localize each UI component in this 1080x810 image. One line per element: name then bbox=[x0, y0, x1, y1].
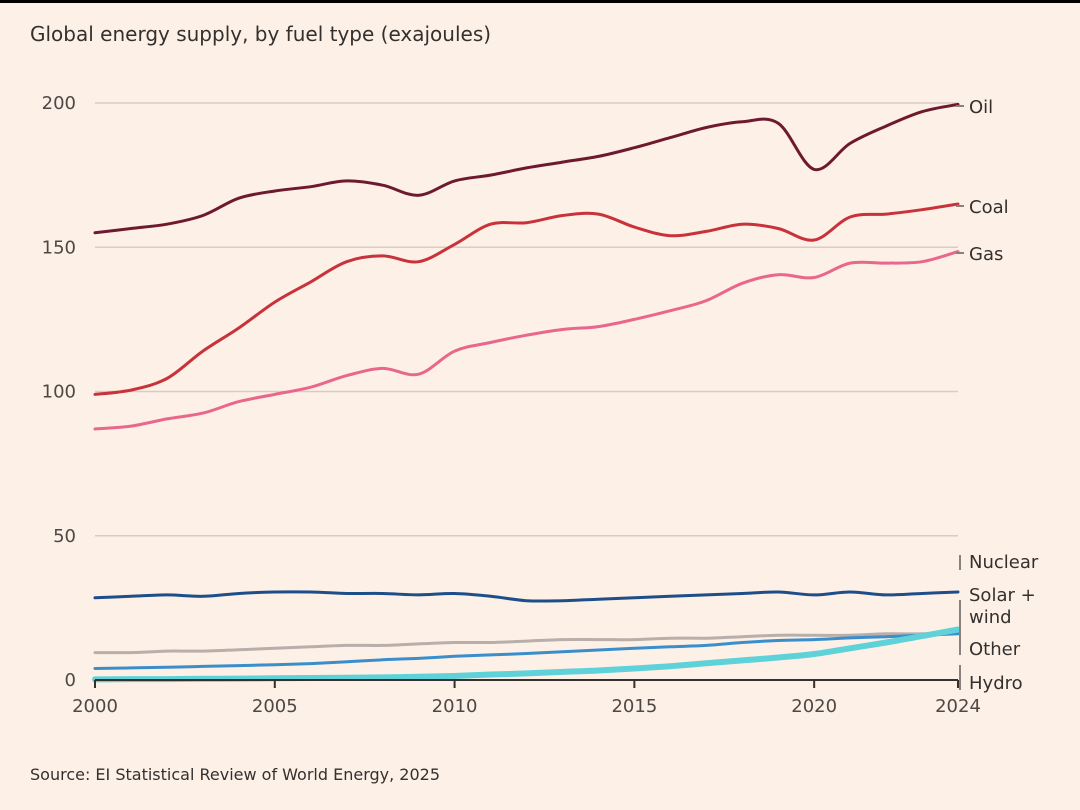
series-label-coal: Coal bbox=[969, 197, 1009, 218]
y-tick-label-100: 100 bbox=[42, 382, 76, 403]
series-label-nuclear: Nuclear bbox=[969, 552, 1039, 573]
top-rule bbox=[0, 0, 1080, 3]
series-label-other: Other bbox=[969, 639, 1021, 660]
x-tick-label-2010: 2010 bbox=[432, 696, 478, 717]
series-line-gas bbox=[93, 250, 960, 431]
series-label-solar-wind: Solar + wind bbox=[969, 585, 1036, 628]
chart-source: Source: EI Statistical Review of World E… bbox=[30, 765, 441, 784]
series-label-oil-line: Oil bbox=[969, 97, 993, 118]
series-lines bbox=[92, 102, 961, 683]
x-tick-label-2000: 2000 bbox=[72, 696, 118, 717]
x-tick-label-2005: 2005 bbox=[252, 696, 298, 717]
series-line-oil bbox=[93, 102, 960, 235]
series-label-hydro: Hydro bbox=[969, 673, 1023, 694]
x-tick-label-2024: 2024 bbox=[935, 696, 981, 717]
series-labels: Oil Coal Gas Nuclear Other Hydro Solar + wind bbox=[956, 97, 1039, 694]
series-label-gas: Gas bbox=[969, 244, 1003, 265]
x-tick-label-2020: 2020 bbox=[791, 696, 837, 717]
series-line-hydro bbox=[93, 632, 960, 670]
series-label-gas-line: Gas bbox=[969, 244, 1003, 265]
x-axis: 2000 2005 2010 2015 2020 2024 bbox=[72, 679, 981, 717]
series-line-solar-wind bbox=[92, 626, 961, 683]
series-line-other bbox=[93, 630, 960, 655]
series-label-solar-wind-line: Solar + bbox=[969, 585, 1036, 606]
series-label-coal-line: Coal bbox=[969, 197, 1009, 218]
series-line-nuclear bbox=[93, 590, 960, 603]
series-line-coal bbox=[93, 202, 960, 396]
y-tick-label-0: 0 bbox=[65, 670, 76, 691]
y-tick-label-200: 200 bbox=[42, 93, 76, 114]
x-tick-label-2015: 2015 bbox=[611, 696, 657, 717]
series-label-hydro-line: Hydro bbox=[969, 673, 1023, 694]
y-tick-label-50: 50 bbox=[53, 526, 76, 547]
y-tick-label-150: 150 bbox=[42, 237, 76, 258]
gridlines: 0 50 100 150 200 bbox=[42, 93, 958, 691]
series-label-solar-wind-line: wind bbox=[969, 607, 1012, 628]
chart-title: Global energy supply, by fuel type (exaj… bbox=[30, 22, 492, 46]
series-label-oil: Oil bbox=[969, 97, 993, 118]
series-label-other-line: Other bbox=[969, 639, 1021, 660]
series-label-nuclear-line: Nuclear bbox=[969, 552, 1039, 573]
